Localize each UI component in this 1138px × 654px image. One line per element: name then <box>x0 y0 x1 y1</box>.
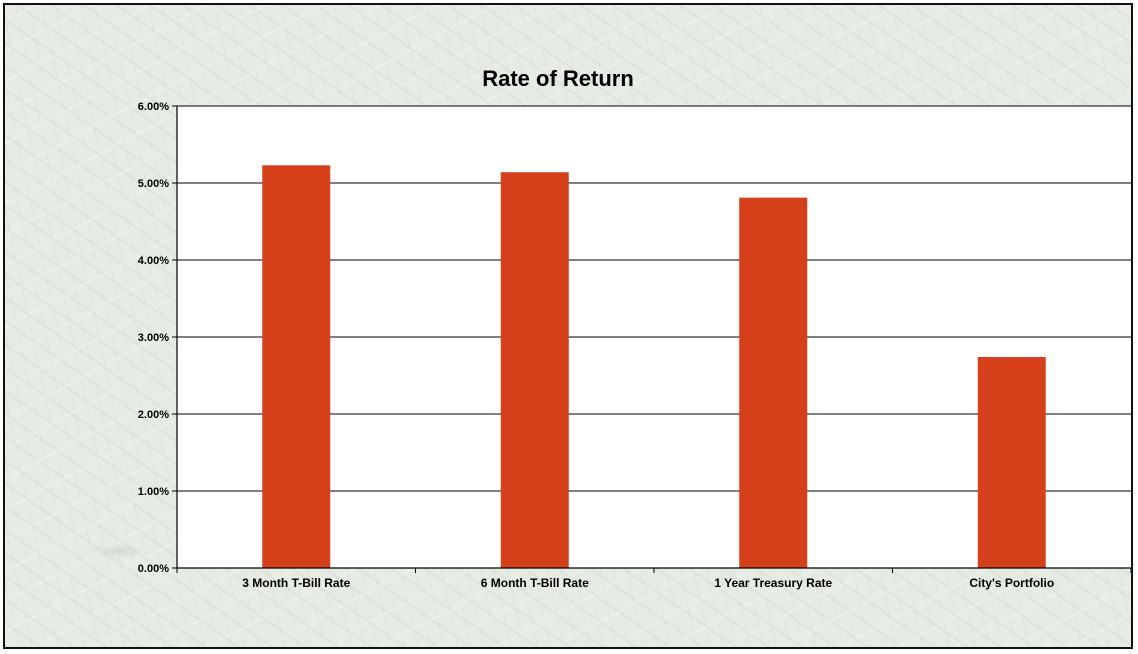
gridlines <box>177 105 1131 492</box>
chart-title: Rate of Return <box>482 66 634 91</box>
y-tick-label: 2.00% <box>138 409 169 421</box>
y-tick-label: 5.00% <box>138 178 169 190</box>
x-tick-label: 3 Month T-Bill Rate <box>242 576 350 590</box>
chart-frame: Rate of Return 0.00% 1.00% 2.00% 3.00% 4.00%… <box>3 3 1133 649</box>
chart-svg: Rate of Return 0.00% 1.00% 2.00% 3.00% 4.00%… <box>138 66 1131 590</box>
y-tick-labels: 0.00% 1.00% 2.00% 3.00% 4.00% 5.00% 6.00% <box>138 101 169 575</box>
y-tick-label: 0.00% <box>138 563 169 575</box>
bar <box>739 197 808 568</box>
x-tick-label: 1 Year Treasury Rate <box>714 576 832 590</box>
x-tick-labels: 3 Month T-Bill Rate 6 Month T-Bill Rate 1 … <box>242 576 1054 590</box>
bar <box>262 165 331 569</box>
bar <box>500 172 569 568</box>
y-tick-label: 4.00% <box>138 255 169 267</box>
bar <box>977 357 1046 568</box>
y-tick-label: 6.00% <box>138 101 169 113</box>
x-tick-label: 6 Month T-Bill Rate <box>481 576 589 590</box>
y-tick-label: 1.00% <box>138 486 169 498</box>
x-tick-label: City's Portfolio <box>969 576 1054 590</box>
bars <box>262 165 1046 569</box>
y-tick-label: 3.00% <box>138 332 169 344</box>
axes <box>172 105 1131 573</box>
